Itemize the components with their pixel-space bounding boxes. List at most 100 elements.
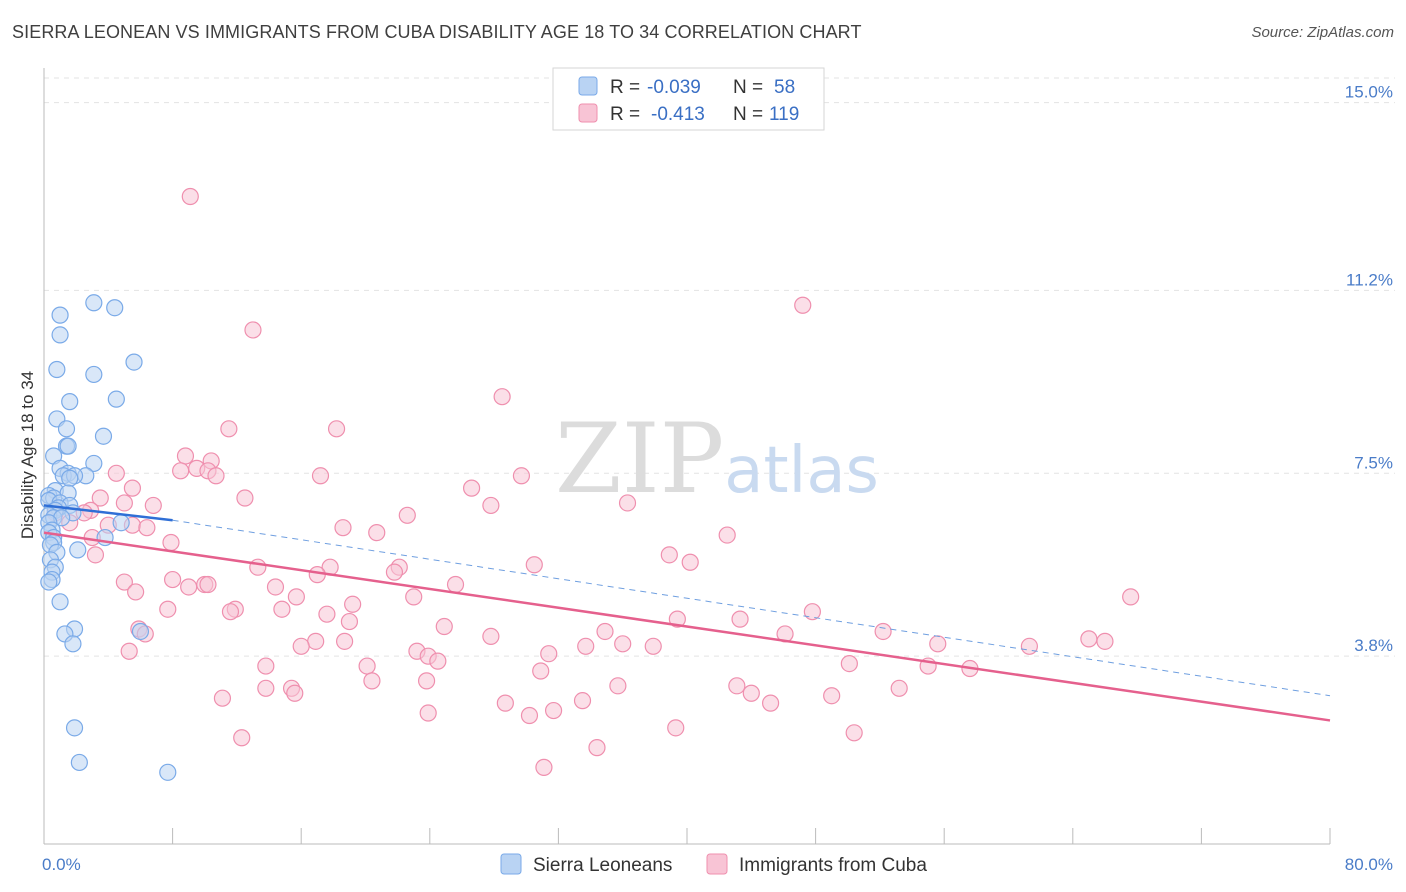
point-sierra-leoneans — [85, 294, 103, 312]
legend-r-label-2: R = — [610, 104, 640, 125]
point-immigrants-from-cuba — [890, 679, 908, 697]
point-immigrants-from-cuba — [544, 701, 563, 720]
legend-n-value-2: 119 — [769, 104, 799, 125]
point-immigrants-from-cuba — [728, 677, 746, 695]
legend-box — [552, 67, 825, 131]
point-immigrants-from-cuba — [257, 679, 275, 697]
point-immigrants-from-cuba — [115, 494, 133, 512]
point-immigrants-from-cuba — [823, 687, 841, 705]
point-immigrants-from-cuba — [236, 489, 254, 507]
data-points — [40, 187, 1140, 781]
point-immigrants-from-cuba — [667, 719, 685, 737]
point-sierra-leoneans — [51, 593, 69, 611]
point-immigrants-from-cuba — [287, 588, 305, 606]
point-immigrants-from-cuba — [336, 632, 354, 650]
point-immigrants-from-cuba — [803, 603, 821, 621]
point-immigrants-from-cuba — [398, 506, 416, 524]
trend-line-sierra-leoneans — [43, 504, 173, 522]
trend-lines — [43, 504, 1331, 722]
point-immigrants-from-cuba — [446, 575, 465, 594]
trend-line-immigrants-from-cuba — [43, 531, 1331, 722]
point-immigrants-from-cuba — [176, 447, 195, 465]
point-immigrants-from-cuba — [1080, 630, 1098, 648]
point-immigrants-from-cuba — [115, 573, 133, 591]
legend-n-label-1: N = — [733, 77, 763, 98]
point-immigrants-from-cuba — [520, 706, 539, 725]
x-tick-max: 80.0% — [1345, 855, 1393, 874]
point-sierra-leoneans — [48, 360, 66, 379]
series-swatch-blue — [500, 853, 522, 875]
point-sierra-leoneans — [106, 299, 124, 317]
point-sierra-leoneans — [159, 763, 177, 781]
point-immigrants-from-cuba — [840, 654, 858, 673]
point-immigrants-from-cuba — [159, 600, 177, 618]
point-immigrants-from-cuba — [311, 467, 330, 485]
point-immigrants-from-cuba — [1122, 588, 1140, 606]
point-immigrants-from-cuba — [493, 388, 511, 406]
legend-n-label-2: N = — [733, 104, 763, 125]
point-immigrants-from-cuba — [180, 578, 198, 596]
point-immigrants-from-cuba — [929, 635, 947, 653]
point-immigrants-from-cuba — [525, 556, 543, 574]
legend-swatch-blue — [578, 76, 598, 96]
point-immigrants-from-cuba — [181, 187, 199, 206]
point-immigrants-from-cuba — [596, 622, 614, 641]
series-label-sierra-leoneans: Sierra Leoneans — [533, 855, 672, 876]
point-immigrants-from-cuba — [233, 729, 251, 747]
point-immigrants-from-cuba — [162, 533, 180, 552]
point-immigrants-from-cuba — [307, 632, 325, 650]
point-sierra-leoneans — [125, 353, 143, 371]
point-sierra-leoneans — [69, 541, 87, 559]
point-sierra-leoneans — [61, 393, 79, 411]
point-immigrants-from-cuba — [344, 595, 362, 613]
point-immigrants-from-cuba — [318, 605, 336, 623]
point-immigrants-from-cuba — [363, 672, 381, 690]
point-immigrants-from-cuba — [1020, 637, 1038, 655]
point-immigrants-from-cuba — [249, 558, 267, 576]
point-sierra-leoneans — [85, 454, 103, 473]
point-sierra-leoneans — [59, 437, 77, 455]
point-sierra-leoneans — [51, 326, 69, 344]
point-immigrants-from-cuba — [540, 645, 558, 663]
point-immigrants-from-cuba — [512, 467, 531, 485]
legend-r-label-1: R = — [610, 77, 640, 98]
point-sierra-leoneans — [40, 573, 58, 591]
y-tick-labels: 3.8% 7.5% 11.2% 15.0% — [1345, 83, 1393, 656]
point-immigrants-from-cuba — [874, 622, 892, 641]
point-immigrants-from-cuba — [731, 610, 749, 628]
point-immigrants-from-cuba — [845, 724, 863, 742]
legend-swatch-pink — [578, 103, 598, 123]
point-immigrants-from-cuba — [164, 570, 182, 589]
point-immigrants-from-cuba — [644, 637, 662, 655]
point-immigrants-from-cuba — [273, 600, 291, 618]
point-sierra-leoneans — [85, 365, 103, 384]
point-immigrants-from-cuba — [435, 617, 453, 636]
point-immigrants-from-cuba — [86, 546, 105, 564]
point-sierra-leoneans — [57, 420, 76, 438]
series-label-immigrants-from-cuba: Immigrants from Cuba — [739, 855, 927, 876]
point-immigrants-from-cuba — [334, 519, 352, 537]
point-immigrants-from-cuba — [308, 566, 326, 584]
point-immigrants-from-cuba — [718, 526, 736, 544]
series-legend: Sierra Leoneans Immigrants from Cuba — [500, 853, 927, 876]
point-sierra-leoneans — [112, 514, 130, 532]
chart-source: Source: ZipAtlas.com — [1251, 24, 1394, 41]
point-immigrants-from-cuba — [385, 563, 404, 581]
axes — [43, 68, 1331, 845]
point-immigrants-from-cuba — [535, 758, 553, 776]
point-immigrants-from-cuba — [496, 694, 514, 712]
point-immigrants-from-cuba — [614, 635, 632, 653]
point-immigrants-from-cuba — [681, 553, 699, 571]
legend-r-value-1: -0.039 — [647, 77, 701, 98]
correlation-legend: R = -0.039 N = 58 R = -0.413 N = 119 — [552, 67, 825, 131]
point-sierra-leoneans — [131, 622, 150, 641]
point-immigrants-from-cuba — [127, 583, 145, 601]
point-immigrants-from-cuba — [91, 489, 109, 507]
point-immigrants-from-cuba — [462, 479, 481, 497]
point-sierra-leoneans — [64, 635, 82, 653]
y-axis-title: Disability Age 18 to 34 — [18, 371, 37, 539]
point-immigrants-from-cuba — [207, 467, 225, 485]
point-immigrants-from-cuba — [573, 692, 592, 710]
point-immigrants-from-cuba — [618, 494, 637, 512]
point-immigrants-from-cuba — [742, 684, 760, 702]
